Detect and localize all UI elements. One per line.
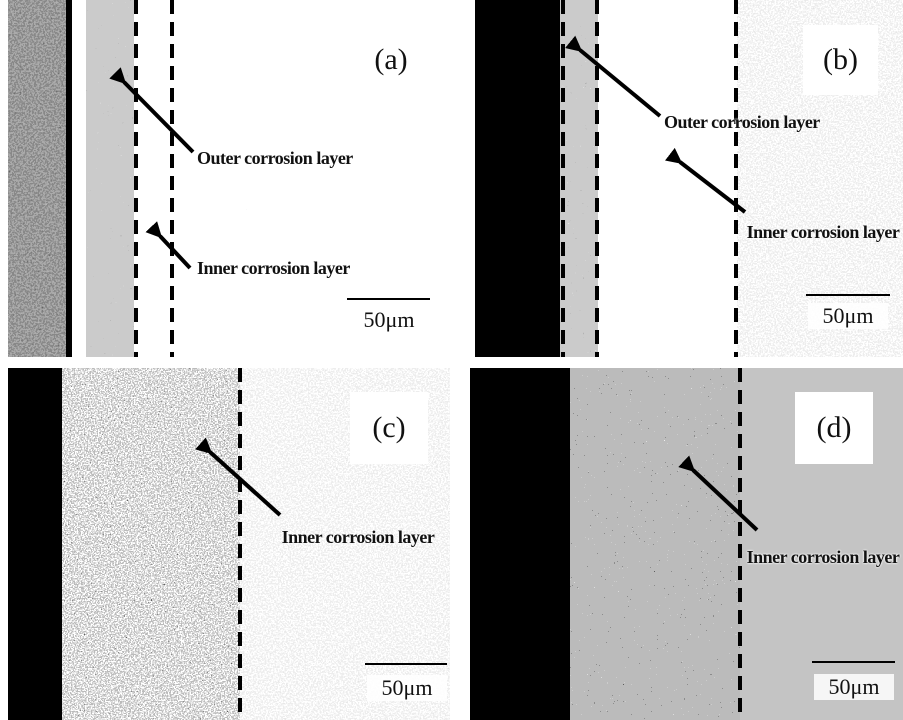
scale-bar-label: 50μm (367, 675, 447, 701)
scale-bar-label: 50μm (814, 674, 894, 700)
panel-label: (c) (350, 392, 428, 464)
annotation: Inner corrosion layer (738, 545, 903, 569)
micrographs (0, 0, 903, 720)
scale-bar-label: 50μm (808, 303, 888, 329)
annotation: Outer corrosion layer (664, 110, 820, 134)
panel-label: (d) (795, 392, 873, 464)
annotation: Inner corrosion layer (197, 256, 350, 280)
annotation: Inner corrosion layer (738, 220, 903, 244)
annotation: Outer corrosion layer (197, 146, 353, 170)
panel-label: (a) (352, 25, 430, 95)
annotation: Inner corrosion layer (268, 525, 448, 549)
panel-label: (b) (803, 25, 878, 95)
figure: (a) Outer corrosion layer Inner corrosio… (0, 0, 903, 720)
scale-bar-label: 50μm (350, 307, 428, 333)
